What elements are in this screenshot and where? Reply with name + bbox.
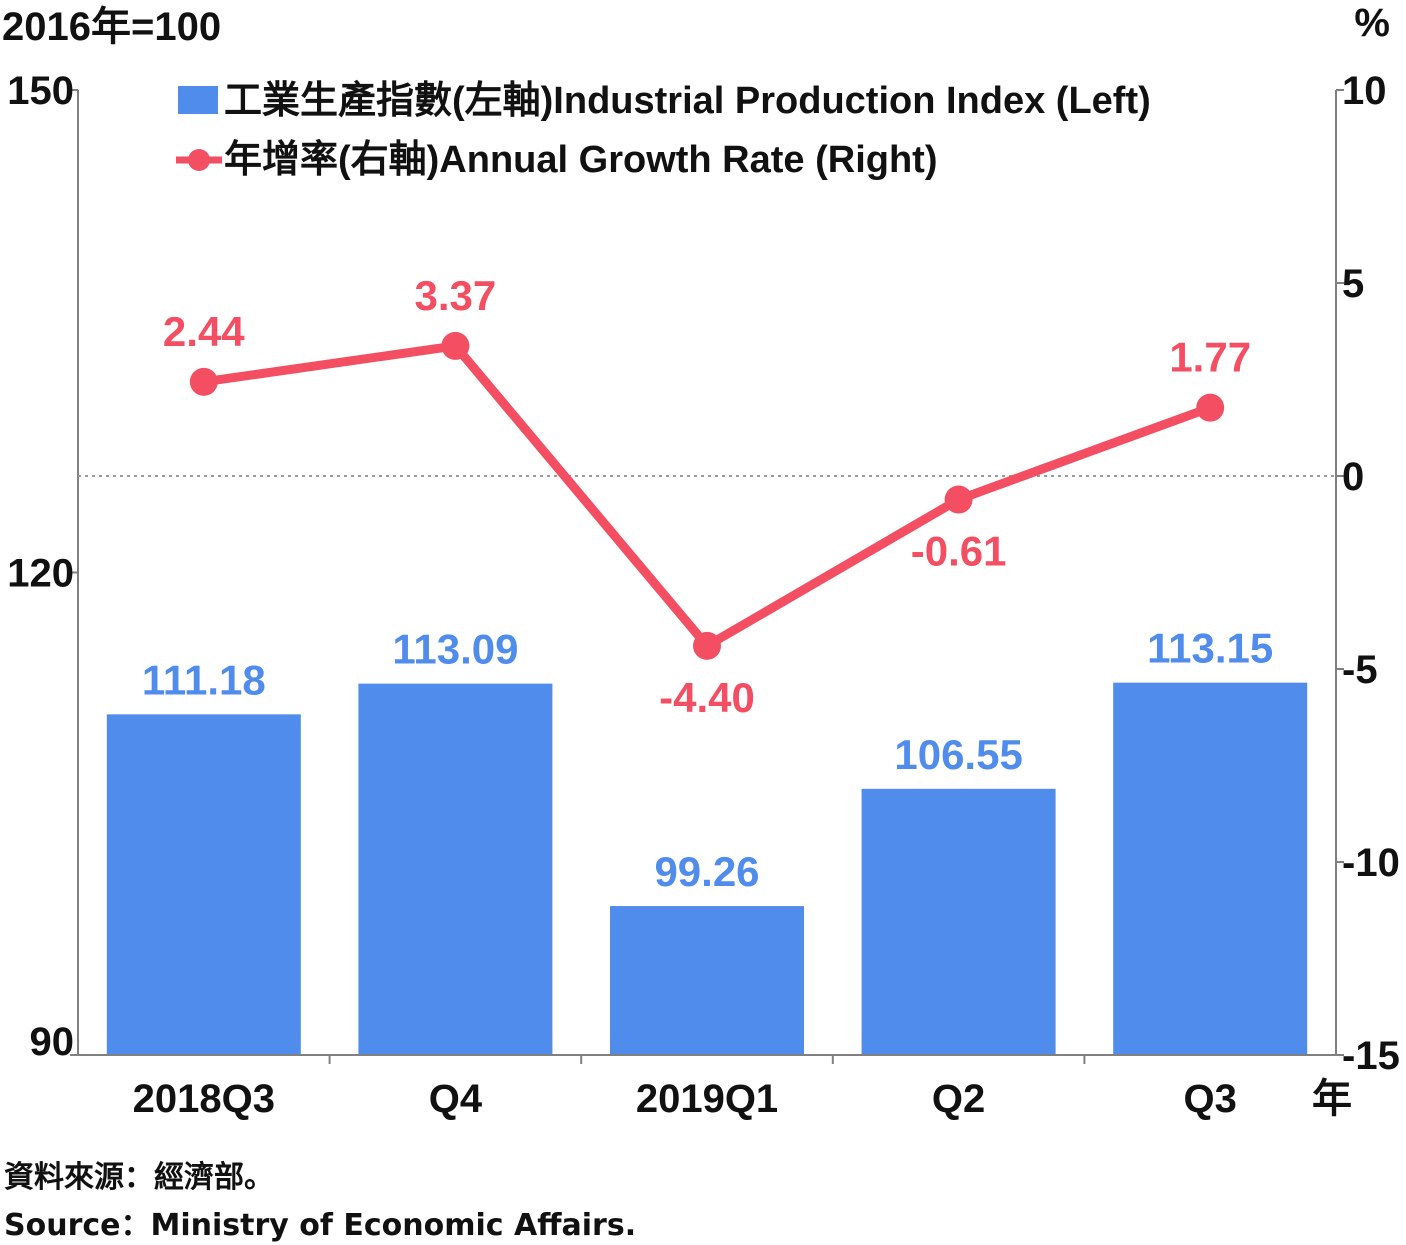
bar — [106, 714, 301, 1055]
line-value-labels: 2.44 3.37 -4.40 -0.61 1.77 — [163, 272, 1251, 721]
bar-series — [106, 682, 1308, 1055]
growth-value-label: 1.77 — [1169, 334, 1251, 381]
left-tick-label: 90 — [30, 1020, 75, 1064]
growth-marker — [441, 331, 470, 360]
right-axis: -15 -10 -5 0 5 10 — [1335, 69, 1400, 1078]
legend: 工業生產指數(左軸)Industrial Production Index (L… — [176, 79, 1151, 181]
x-tick-label: Q4 — [429, 1077, 483, 1121]
growth-value-label: 2.44 — [163, 308, 245, 355]
right-tick-label: 10 — [1342, 69, 1387, 113]
legend-bar-swatch — [178, 86, 218, 114]
x-axis: 2018Q3 Q4 2019Q1 Q2 Q3 — [78, 1054, 1336, 1121]
bar — [1113, 682, 1308, 1055]
x-tick-label: 2018Q3 — [133, 1077, 275, 1121]
bar-value-label: 113.15 — [1147, 625, 1273, 672]
right-axis-unit: % — [1354, 1, 1390, 45]
line-series — [189, 331, 1225, 660]
growth-marker — [944, 485, 973, 514]
left-axis: 90 120 150 — [7, 69, 79, 1064]
growth-marker — [693, 631, 721, 660]
legend-line-marker — [188, 149, 210, 171]
bar-value-label: 99.26 — [654, 848, 759, 895]
bar-value-label: 113.09 — [392, 626, 518, 673]
source-en: Source：Ministry of Economic Affairs. — [4, 1208, 637, 1243]
bar — [861, 788, 1056, 1055]
right-tick-label: -10 — [1342, 841, 1400, 885]
chart: 2016年=100 % 90 120 150 -15 -10 -5 0 5 10 111.18… — [2, 1, 1400, 1121]
x-axis-unit: 年 — [1312, 1077, 1352, 1121]
growth-value-label: 3.37 — [415, 272, 497, 319]
source-zh: 資料來源：經濟部。 — [4, 1160, 274, 1195]
right-tick-label: -5 — [1342, 648, 1378, 692]
bar — [610, 906, 804, 1055]
growth-marker — [1196, 393, 1225, 422]
bar-value-label: 106.55 — [894, 731, 1022, 778]
right-tick-label: 5 — [1342, 262, 1364, 306]
right-tick-label: -15 — [1342, 1034, 1400, 1078]
x-tick-label: 2019Q1 — [636, 1077, 778, 1121]
legend-bar-label: 工業生產指數(左軸)Industrial Production Index (L… — [224, 79, 1151, 122]
growth-line — [199, 341, 1215, 651]
bar-value-label: 111.18 — [142, 656, 266, 703]
growth-value-label: -4.40 — [659, 674, 755, 721]
left-tick-label: 150 — [7, 69, 74, 113]
bar — [358, 683, 553, 1055]
left-axis-unit: 2016年=100 — [2, 5, 221, 49]
x-tick-label: Q3 — [1184, 1077, 1237, 1121]
left-tick-label: 120 — [7, 552, 74, 596]
growth-marker — [189, 367, 218, 396]
legend-line-label: 年增率(右軸)Annual Growth Rate (Right) — [224, 139, 937, 181]
bar-value-labels: 111.18 113.09 99.26 106.55 113.15 — [142, 625, 1273, 895]
x-tick-label: Q2 — [932, 1077, 985, 1121]
growth-value-label: -0.61 — [911, 528, 1007, 575]
right-tick-label: 0 — [1342, 455, 1364, 499]
